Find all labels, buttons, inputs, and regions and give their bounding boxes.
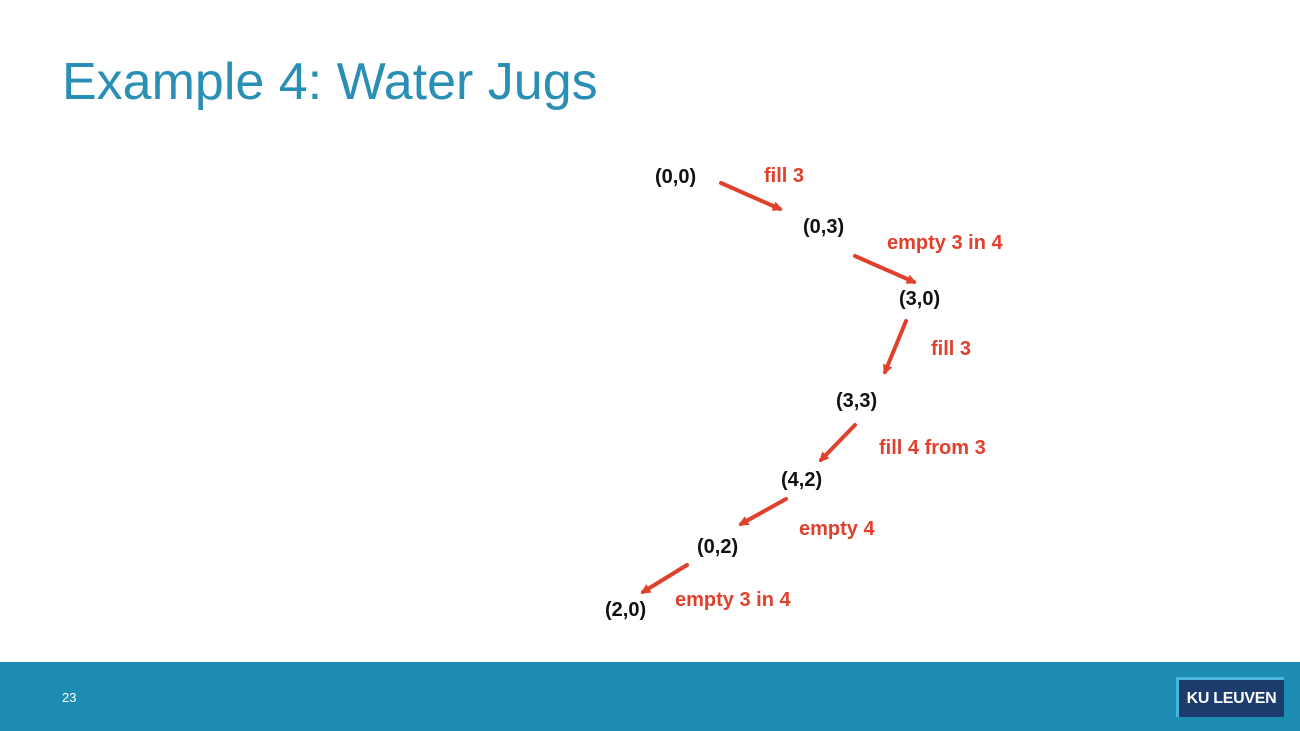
page-number: 23 <box>62 690 77 705</box>
transition-arrow-3 <box>818 423 857 463</box>
ku-leuven-logo: KU LEUVEN <box>1176 677 1284 717</box>
action-label-4: empty 4 <box>799 518 875 540</box>
slide-title: Example 4: Water Jugs <box>62 53 598 111</box>
state-3: (3,3) <box>836 390 877 412</box>
footer-bar: 23 KU LEUVEN <box>0 662 1300 731</box>
state-0: (0,0) <box>655 166 696 188</box>
action-label-1: empty 3 in 4 <box>887 232 1003 254</box>
action-label-3: fill 4 from 3 <box>879 437 986 459</box>
transition-arrow-2 <box>883 319 908 375</box>
logo-text: KU LEUVEN <box>1186 689 1277 707</box>
state-5: (0,2) <box>697 536 738 558</box>
action-label-5: empty 3 in 4 <box>675 589 791 611</box>
action-label-2: fill 3 <box>931 338 971 360</box>
state-2: (3,0) <box>899 288 940 310</box>
transition-arrow-1 <box>853 254 917 284</box>
water-jugs-diagram: (0,0) (0,3) (3,0) (3,3) (4,2) (0,2) (2,0… <box>605 165 1003 621</box>
state-1: (0,3) <box>803 216 844 238</box>
transition-arrow-4 <box>738 497 788 526</box>
action-label-0: fill 3 <box>764 165 804 187</box>
transition-arrow-0 <box>719 181 783 211</box>
state-4: (4,2) <box>781 469 822 491</box>
state-6: (2,0) <box>605 599 646 621</box>
transition-arrow-5 <box>640 563 689 594</box>
